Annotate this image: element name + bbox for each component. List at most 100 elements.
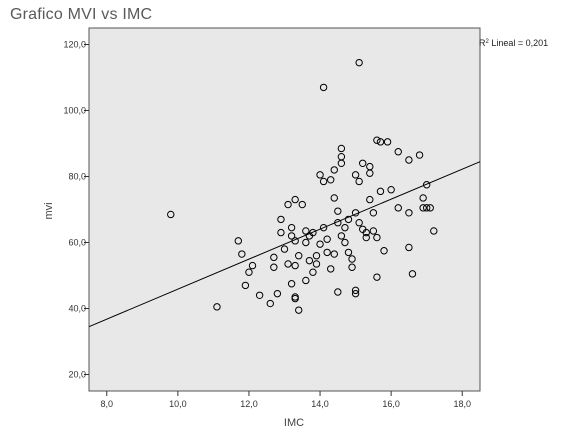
data-point — [373, 233, 381, 242]
data-point — [302, 238, 310, 247]
data-point — [316, 171, 324, 179]
data-point — [383, 138, 392, 146]
data-point — [291, 195, 299, 204]
data-point — [341, 238, 349, 247]
data-point — [316, 240, 324, 248]
data-point — [362, 233, 370, 242]
data-point — [334, 207, 342, 215]
data-point — [405, 243, 413, 252]
data-point — [351, 171, 360, 179]
data-point — [405, 209, 413, 217]
data-point — [234, 237, 242, 245]
data-point — [330, 166, 338, 174]
data-point — [373, 273, 381, 281]
data-point — [312, 260, 321, 268]
plot-background — [88, 27, 481, 392]
data-point — [284, 260, 292, 268]
x-tick-label: 14,0 — [311, 399, 329, 409]
data-point — [241, 281, 250, 290]
data-point — [422, 181, 431, 189]
data-point — [359, 159, 367, 168]
data-point — [373, 136, 381, 144]
y-tick-label: 80,0 — [68, 172, 86, 182]
data-point — [380, 247, 388, 255]
data-point — [312, 252, 321, 260]
y-tick-label: 100,0 — [63, 106, 86, 116]
data-point — [287, 232, 296, 240]
fit-line — [88, 161, 481, 328]
y-tick-label: 20,0 — [68, 370, 86, 380]
data-point — [309, 228, 317, 237]
data-point — [327, 265, 335, 273]
data-point — [348, 263, 356, 271]
y-tick-label: 60,0 — [68, 238, 86, 248]
y-tick-label: 40,0 — [68, 304, 86, 314]
data-point — [270, 263, 278, 271]
plot-area — [88, 27, 481, 392]
data-point — [255, 291, 264, 299]
data-point — [430, 227, 438, 235]
data-point — [323, 248, 331, 257]
x-tick-label: 10,0 — [169, 399, 187, 409]
x-tick-label: 16,0 — [382, 399, 400, 409]
y-tick-label: 120,0 — [63, 40, 86, 50]
data-point — [344, 215, 353, 224]
data-point — [337, 144, 346, 153]
data-point — [327, 176, 335, 184]
x-tick-label: 18,0 — [453, 399, 471, 409]
data-point — [266, 299, 274, 308]
data-point — [369, 227, 378, 235]
data-point — [337, 232, 346, 240]
data-point — [277, 228, 285, 237]
data-point — [351, 289, 360, 298]
data-point — [348, 255, 356, 263]
data-point — [287, 223, 296, 232]
data-point — [366, 195, 374, 204]
data-point — [298, 200, 306, 209]
data-point — [376, 138, 385, 146]
data-point — [369, 209, 378, 217]
data-point — [323, 235, 331, 243]
x-tick-label: 12,0 — [240, 399, 258, 409]
data-point — [245, 268, 253, 276]
r2-annotation: R2 Lineal = 0,201 — [479, 38, 548, 48]
data-point — [284, 200, 292, 209]
data-point — [422, 204, 431, 212]
data-point — [302, 227, 310, 235]
data-point — [280, 245, 289, 253]
x-axis-title: IMC — [284, 417, 304, 429]
data-point — [277, 215, 285, 224]
data-point — [394, 148, 402, 156]
data-point — [366, 169, 374, 177]
data-point — [405, 156, 413, 164]
y-axis-title: mvi — [43, 202, 55, 219]
data-point — [394, 204, 402, 212]
data-point — [270, 253, 278, 262]
data-point — [344, 248, 353, 257]
data-point — [355, 177, 363, 186]
data-point — [351, 286, 360, 295]
data-point — [273, 289, 282, 298]
data-point — [426, 204, 434, 212]
data-point — [415, 151, 424, 159]
data-point — [167, 210, 175, 219]
data-point — [319, 223, 328, 232]
data-point — [376, 187, 385, 196]
data-point — [238, 250, 246, 258]
x-tick-label: 8,0 — [101, 399, 114, 409]
page-title: Grafico MVI vs IMC — [10, 6, 153, 23]
data-point — [362, 228, 370, 237]
data-point — [248, 261, 257, 270]
data-point — [341, 223, 349, 232]
data-point — [295, 252, 303, 260]
axis-ticks: 20,0 40,0 60,0 80,0 100,0 120,0 8,0 10,0 12,0 14,… — [63, 40, 471, 410]
data-point — [419, 204, 427, 212]
data-points — [167, 58, 438, 314]
data-point — [305, 256, 314, 265]
data-point — [355, 219, 363, 227]
data-point — [330, 194, 338, 202]
data-point — [337, 159, 346, 168]
data-point — [319, 177, 328, 186]
data-point — [319, 83, 328, 92]
